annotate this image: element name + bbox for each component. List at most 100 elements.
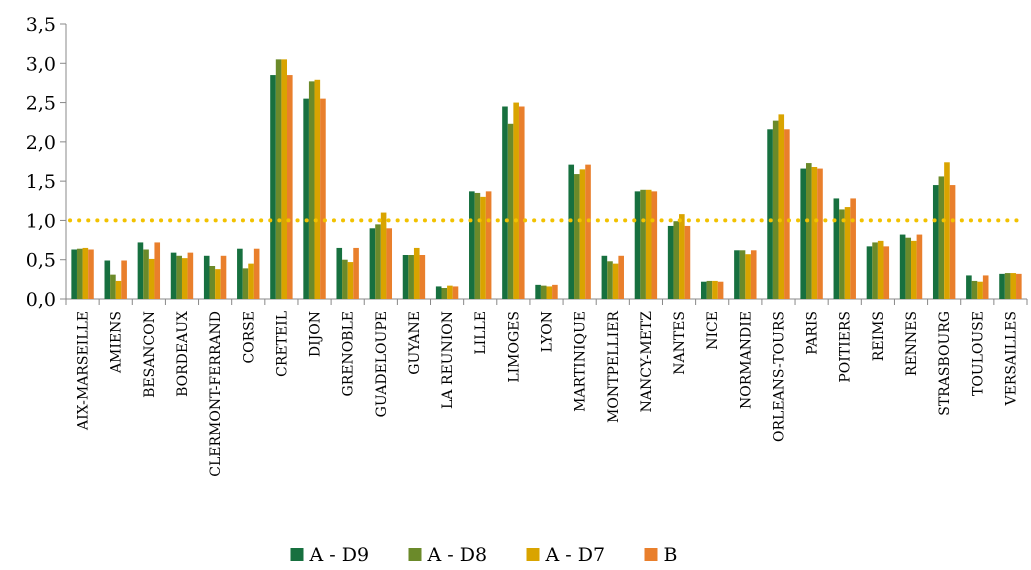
bar (435, 286, 442, 299)
bar (419, 255, 426, 299)
category-label: NANCY-METZ (639, 311, 655, 413)
bar (170, 252, 177, 299)
bar (866, 246, 873, 299)
bar (336, 247, 343, 299)
bar (966, 275, 972, 299)
bar (143, 249, 149, 299)
bar (203, 255, 210, 299)
category-label: GUYANE (407, 311, 423, 375)
bar (767, 129, 773, 299)
bar (209, 266, 216, 299)
bar (651, 191, 658, 299)
bar (717, 281, 724, 299)
bar (839, 209, 845, 299)
bar (684, 225, 691, 299)
category-label: POITIERS (838, 311, 854, 383)
bar (402, 255, 409, 299)
bar (944, 162, 950, 299)
bar (408, 255, 414, 299)
bar (121, 260, 127, 299)
bar (154, 242, 161, 299)
bar (750, 250, 757, 299)
legend-swatch (408, 548, 422, 561)
bar (977, 281, 983, 299)
category-label: LILLE (473, 311, 489, 355)
bar (911, 240, 917, 299)
bar (474, 192, 481, 299)
bar (883, 246, 890, 299)
bar (612, 263, 619, 299)
bar (320, 98, 326, 299)
bar (137, 242, 144, 299)
bar (673, 221, 680, 299)
category-label: MARTINIQUE (573, 311, 589, 412)
category-label: RENNES (904, 311, 920, 376)
bar (308, 81, 315, 299)
legend-label: B (664, 544, 678, 566)
bar (447, 285, 453, 299)
category-label: PARIS (805, 311, 821, 355)
category-label: NANTES (672, 311, 688, 375)
category-label: BESANCON (142, 311, 158, 398)
bar (745, 254, 751, 299)
category-label: STRASBOURG (937, 311, 953, 416)
bar (739, 250, 746, 299)
bar (679, 214, 685, 299)
bars (71, 59, 1022, 299)
bar (480, 196, 486, 299)
bar (518, 106, 525, 299)
y-tick-label: 2,0 (26, 132, 56, 154)
legend-label: A - D7 (545, 544, 606, 566)
bar (607, 261, 613, 299)
bar (640, 189, 646, 299)
bar (375, 224, 381, 299)
bar (844, 207, 851, 299)
category-label: CORSE (241, 311, 257, 364)
bar (540, 285, 547, 299)
bar (369, 228, 376, 299)
y-axis: 0,0 0,5 1,0 1,5 2,0 2,5 3,0 3,5 (26, 14, 67, 311)
category-label: REIMS (871, 311, 887, 361)
legend: A - D9 A - D8 A - D7 B (290, 544, 678, 566)
bar (618, 255, 624, 299)
bar (513, 102, 519, 299)
bar (585, 164, 591, 299)
category-label: LIMOGES (506, 311, 522, 383)
legend-swatch (644, 548, 658, 561)
bar (817, 168, 823, 299)
bar (76, 248, 83, 299)
bar (1004, 273, 1011, 299)
y-tick-label: 0,0 (26, 289, 56, 311)
legend-label: A - D9 (309, 544, 370, 566)
bar (706, 280, 713, 299)
bar (772, 120, 779, 299)
bar (899, 234, 906, 299)
category-label: GUADELOUPE (374, 311, 390, 417)
category-label: AIX-MARSEILLE (76, 311, 92, 431)
bar (916, 234, 923, 299)
bar (187, 252, 194, 299)
bar (1016, 273, 1022, 299)
bar (778, 114, 785, 299)
category-label: VERSAILLES (1003, 311, 1019, 407)
category-label: DIJON (308, 311, 324, 357)
category-labels: AIX-MARSEILLE AMIENS BESANCON BORDEAUX CLERM… (76, 311, 1020, 477)
bar (181, 258, 188, 299)
bar (872, 242, 878, 299)
bar (806, 163, 812, 299)
bar (237, 248, 243, 299)
bar (982, 275, 989, 299)
y-tick-label: 3,5 (26, 14, 56, 36)
bar (386, 228, 393, 299)
bar (507, 123, 514, 299)
legend-swatch (290, 548, 304, 561)
category-label: BORDEAUX (175, 311, 191, 397)
bar (667, 225, 674, 299)
bar (353, 247, 359, 299)
category-label: GRENOBLE (341, 311, 357, 396)
category-label: NICE (705, 311, 721, 350)
bar (579, 169, 586, 299)
bar (784, 129, 790, 299)
bar (380, 212, 387, 299)
